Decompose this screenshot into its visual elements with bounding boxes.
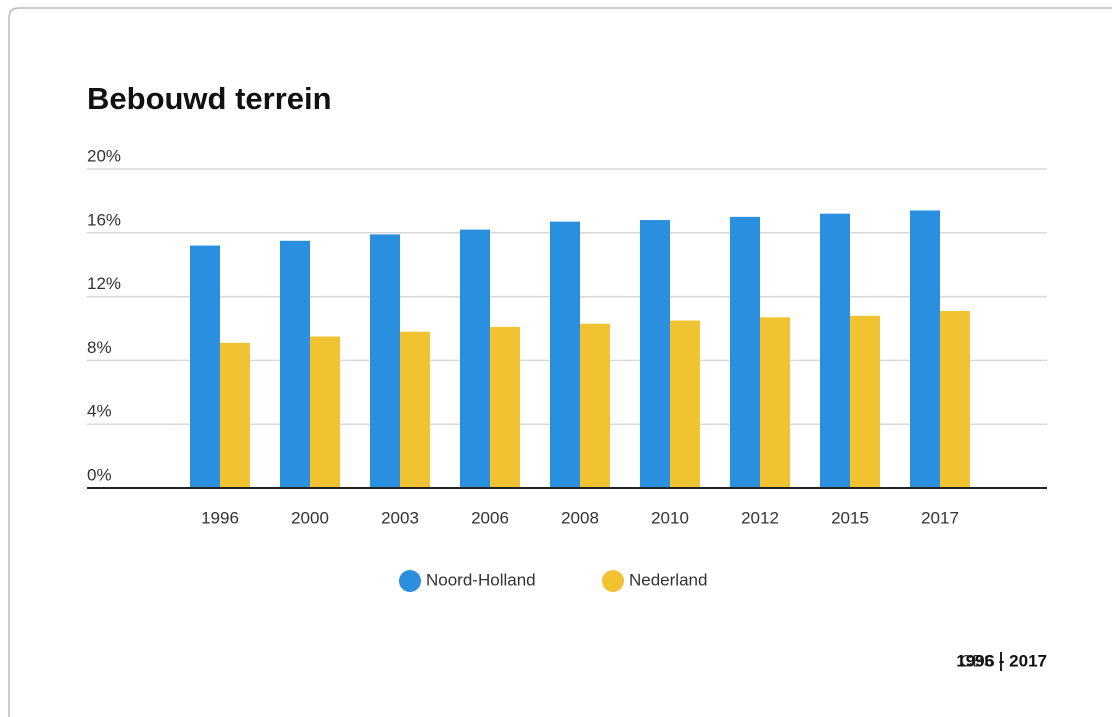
bar [400,331,430,488]
x-tick-label: 2000 [291,508,329,527]
x-tick-label: 2003 [381,508,419,527]
bar [640,220,670,489]
y-tick-label: 20% [87,146,121,165]
x-tick-label: 1996 [201,508,239,527]
legend-label: Nederland [629,570,707,589]
y-tick-label: 8% [87,338,112,357]
bar [370,234,400,488]
x-tick-label: 2017 [921,508,959,527]
y-tick-label: 16% [87,210,121,229]
bar [280,240,310,488]
bar [670,320,700,488]
source-period: 1996 - 2017 [956,651,1047,670]
legend-swatch [602,570,624,592]
bar [940,310,970,488]
bar [550,221,580,488]
x-tick-label: 2015 [831,508,869,527]
bar [190,245,220,488]
card-border [8,7,1112,717]
bar [460,229,490,489]
bar [730,216,760,488]
legend-swatch [399,570,421,592]
bar [910,210,940,488]
x-tick-label: 2010 [651,508,689,527]
bar [850,315,880,488]
chart-title: Bebouwd terrein [87,81,332,116]
source: CBS [960,651,995,670]
x-tick-label: 2008 [561,508,599,527]
bar [820,213,850,488]
x-tick-label: 2012 [741,508,779,527]
bar [490,326,520,488]
bar [220,342,250,488]
legend-label: Noord-Holland [426,570,536,589]
y-tick-label: 4% [87,402,112,421]
y-tick-label: 0% [87,465,112,484]
bar [580,323,610,488]
x-tick-label: 2006 [471,508,509,527]
bar [760,317,790,488]
y-tick-label: 12% [87,274,121,293]
bar [310,336,340,488]
